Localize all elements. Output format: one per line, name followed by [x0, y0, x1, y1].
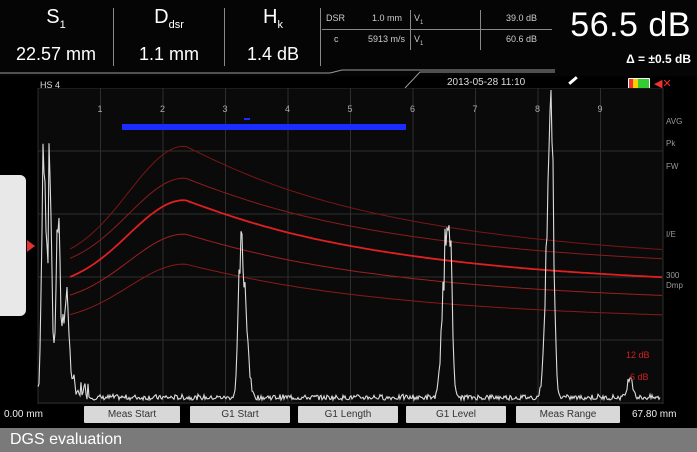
meas-start-button[interactable]: Meas Start — [84, 406, 180, 423]
gain-step: Δ = ±0.5 dB — [626, 52, 691, 66]
speaker-mute-icon: ◀✕ — [654, 78, 672, 90]
dgs-curve — [69, 177, 663, 260]
range-start-label: 0.00 mm — [4, 409, 43, 420]
caption-bar: DGS evaluation — [0, 428, 697, 452]
dgs-curve — [69, 263, 663, 316]
g1-start-button[interactable]: G1 Start — [190, 406, 290, 423]
dgs-curve — [69, 199, 663, 279]
signal-trace — [37, 89, 661, 403]
measurement-hk: Hk 1.4 dB — [226, 0, 320, 72]
right-label-fw: FW — [666, 162, 679, 171]
side-menu-tab[interactable] — [0, 175, 26, 316]
scale-number: 8 — [535, 104, 540, 114]
v1-label: V1 — [414, 13, 424, 26]
softkey-bar: 0.00 mm Meas Start G1 Start G1 Length G1… — [0, 404, 697, 426]
measurement-label: Ddsr — [154, 6, 184, 31]
right-label-dmp: Dmp — [666, 281, 683, 290]
scale-number: 5 — [348, 104, 353, 114]
c-value: 5913 m/s — [368, 34, 406, 44]
scale-number: 7 — [473, 104, 478, 114]
measurement-value: 22.57 mm — [15, 44, 97, 64]
measurement-value: 1.4 dB — [246, 44, 300, 64]
dsr-value: 1.0 mm — [372, 13, 403, 23]
dgs-curve — [69, 145, 663, 250]
g1-length-button[interactable]: G1 Length — [298, 406, 398, 423]
header-panel: S1 22.57 mm Ddsr 1.1 mm Hk 1.4 dB DSR 1.… — [0, 0, 697, 76]
right-label-300: 300 — [666, 271, 680, 280]
measurement-ddsr: Ddsr 1.1 mm — [114, 0, 224, 72]
scale-number: 4 — [285, 104, 290, 114]
dsr-label: DSR — [326, 13, 346, 23]
v1-value: 39.0 dB — [506, 13, 538, 23]
gain-readout: 56.5 dB — [570, 6, 691, 44]
scale-number: 6 — [410, 104, 415, 114]
parameter-table: DSR 1.0 mm V1 39.0 dB c 5913 m/s V1 60.6… — [322, 10, 552, 50]
a-scan-plot[interactable]: 1 2 3 4 5 6 7 8 9 12 dB 6 dB — [0, 88, 697, 406]
right-label-pk: Pk — [666, 139, 676, 148]
v2-label: V1 — [414, 34, 424, 47]
scale-number: 2 — [160, 104, 165, 114]
scale-number: 1 — [98, 104, 103, 114]
probe-label: HS 4 — [40, 80, 61, 90]
measurement-label: Hk — [263, 6, 283, 31]
measurement-value: 1.1 mm — [138, 44, 199, 64]
curve-label-12db: 12 dB — [626, 350, 650, 360]
dgs-curve — [69, 233, 663, 296]
curve-label-6db: 6 dB — [630, 372, 649, 382]
v2-value: 60.6 dB — [506, 34, 538, 44]
right-label-ie: I/E — [666, 230, 676, 239]
c-label: c — [334, 34, 339, 44]
caption-text: DGS evaluation — [10, 431, 123, 448]
measurement-label: S1 — [46, 6, 66, 31]
g1-level-button[interactable]: G1 Level — [406, 406, 506, 423]
scale-number: 9 — [598, 104, 603, 114]
arrow-right-icon — [27, 240, 35, 252]
header-divider — [0, 69, 555, 89]
meas-range-button[interactable]: Meas Range — [516, 406, 620, 423]
datetime: 2013-05-28 11:10 — [447, 77, 526, 88]
right-label-avg: AVG — [666, 117, 683, 126]
range-end-label: 67.80 mm — [632, 409, 677, 420]
scale-number: 3 — [223, 104, 228, 114]
measurement-s1: S1 22.57 mm — [0, 0, 112, 72]
